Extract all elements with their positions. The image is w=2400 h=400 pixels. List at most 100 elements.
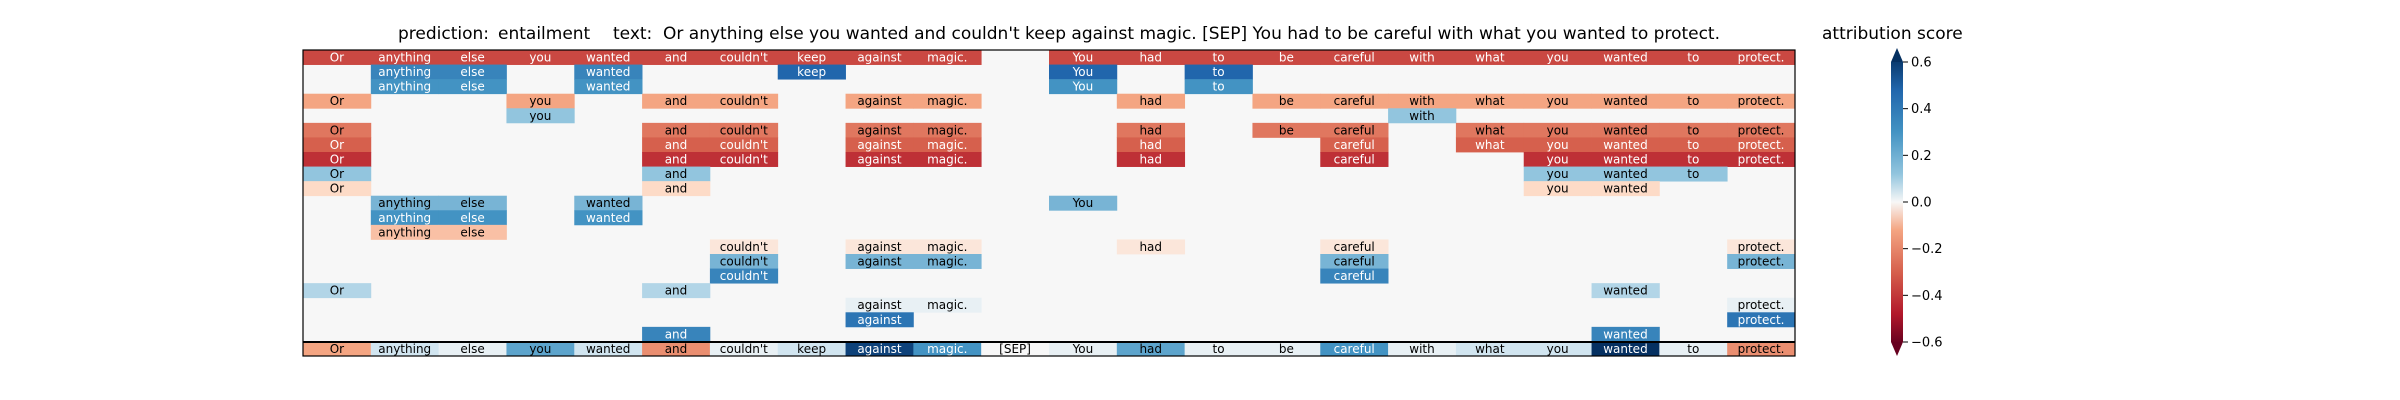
heatmap-cell-token: else [460, 211, 484, 225]
heatmap-cell-token: protect. [1738, 50, 1785, 64]
heatmap-cell-token: to [1687, 138, 1699, 152]
heatmap-cell [709, 122, 779, 138]
heatmap-cell [777, 64, 846, 80]
heatmap-cell [1320, 254, 1389, 269]
heatmap-cell-token: anything [378, 196, 431, 210]
heatmap-cell-token: you [529, 94, 551, 108]
heatmap-cell [1388, 108, 1457, 124]
heatmap-cell-token: had [1139, 94, 1162, 108]
heatmap-cell [438, 50, 507, 65]
heatmap-cell-token: protect. [1738, 313, 1785, 327]
colorbar-tick-label: −0.4 [1911, 289, 1943, 304]
colorbar-tick-label: −0.6 [1911, 336, 1943, 351]
heatmap-cell-token: what [1475, 342, 1505, 356]
heatmap-cell-token: wanted [1603, 167, 1647, 181]
heatmap-cell [1727, 122, 1796, 138]
heatmap-cell-token: else [460, 80, 484, 94]
heatmap-cell-token: you [529, 342, 551, 356]
heatmap-cell [1523, 166, 1592, 182]
heatmap-cell [506, 93, 575, 109]
heatmap-cell [709, 239, 779, 255]
heatmap-cell [642, 283, 711, 299]
heatmap-cell-token: magic. [927, 94, 967, 108]
heatmap-cell-token: Or [330, 342, 344, 356]
heatmap-cell [1184, 50, 1253, 65]
heatmap-cell [303, 93, 372, 109]
heatmap-cell [303, 166, 372, 182]
heatmap-cell-token: anything [378, 80, 431, 94]
heatmap-cell-token: careful [1334, 50, 1375, 64]
heatmap-cell [913, 239, 982, 255]
heatmap-cell [574, 210, 643, 226]
colorbar-tick-label: 0.0 [1911, 196, 1932, 211]
heatmap-cell [1591, 122, 1660, 138]
heatmap-cell-token: protect. [1738, 298, 1785, 312]
heatmap-cell [303, 181, 372, 197]
heatmap-cell-token: against [857, 298, 902, 312]
heatmap-cell-token: against [857, 50, 902, 64]
heatmap-cell [845, 152, 914, 167]
heatmap-cell [370, 195, 440, 211]
heatmap-cell [1455, 122, 1525, 138]
heatmap-cell-token: couldn't [720, 138, 768, 152]
heatmap-cell [1727, 50, 1796, 65]
heatmap-cell [1320, 268, 1389, 284]
heatmap-cell [1591, 137, 1660, 153]
heatmap-frame [302, 49, 1796, 357]
heatmap-cell-token: wanted [586, 65, 630, 79]
heatmap-cell-token: what [1475, 138, 1505, 152]
heatmap-cell-token: You [1072, 65, 1094, 79]
heatmap-cell-token: wanted [1603, 94, 1647, 108]
heatmap-cell [1659, 122, 1728, 138]
heatmap-cell-token: be [1279, 50, 1294, 64]
heatmap-cell-token: with [1409, 94, 1434, 108]
heatmap-cell-token: else [460, 65, 484, 79]
heatmap-cell [1388, 93, 1457, 109]
heatmap-cell-token: be [1279, 94, 1294, 108]
heatmap-cell [438, 64, 507, 80]
heatmap-cell [1659, 166, 1728, 182]
heatmap-cell-token: to [1687, 152, 1699, 166]
heatmap-cell [438, 79, 507, 95]
heatmap-cell [1320, 93, 1389, 109]
heatmap-cell-token: and [665, 94, 688, 108]
colorbar-tick-label: −0.2 [1911, 242, 1943, 257]
heatmap-cell [709, 50, 779, 65]
heatmap-cell-token: to [1687, 94, 1699, 108]
heatmap-cell [1320, 122, 1389, 138]
heatmap-cell [1252, 122, 1321, 138]
heatmap-cell-token: couldn't [720, 152, 768, 166]
heatmap-cell [1727, 137, 1796, 153]
heatmap-cell [303, 152, 372, 167]
heatmap-cell-token: You [1072, 196, 1094, 210]
heatmap-cell-token: magic. [927, 240, 967, 254]
heatmap-cell-token: magic. [927, 123, 967, 137]
colorbar-title: attribution score [1822, 24, 1963, 44]
heatmap-cell-token: couldn't [720, 50, 768, 64]
heatmap-cell [913, 297, 982, 313]
colorbar-extend-min [1891, 342, 1903, 356]
heatmap-cell-token: you [1547, 167, 1569, 181]
heatmap-cell [1049, 50, 1118, 65]
heatmap-cell-token: careful [1334, 138, 1375, 152]
heatmap-cell-token: wanted [586, 50, 630, 64]
heatmap-cell [1184, 341, 1253, 357]
heatmap-cell-token: to [1687, 167, 1699, 181]
text-value: Or anything else you wanted and couldn't… [663, 24, 1720, 44]
heatmap-cell [777, 50, 846, 65]
heatmap-cell [913, 93, 982, 109]
heatmap-cell [1659, 137, 1728, 153]
heatmap-cell [303, 50, 372, 65]
heatmap-cell [913, 137, 982, 153]
heatmap-cell [709, 93, 779, 109]
heatmap-cell-token: else [460, 196, 484, 210]
heatmap-cell-token: protect. [1738, 240, 1785, 254]
heatmap-cell [642, 166, 711, 182]
heatmap-cell-token: Or [330, 123, 344, 137]
heatmap-cell [709, 341, 779, 357]
heatmap-cell-token: and [665, 152, 688, 166]
heatmap-cell-token: wanted [1603, 327, 1647, 341]
prediction-label: prediction: [398, 24, 489, 44]
heatmap-cell-token: you [1547, 123, 1569, 137]
